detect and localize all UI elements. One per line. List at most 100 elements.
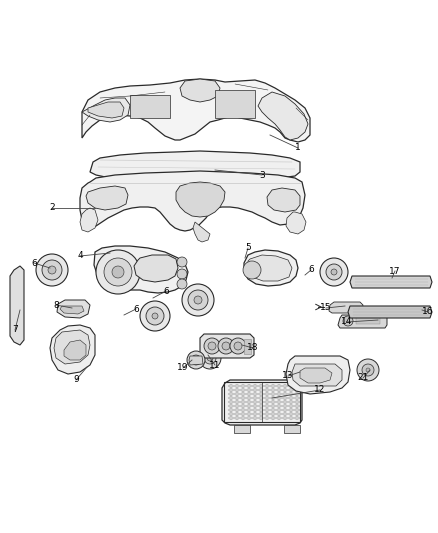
Text: 6: 6 — [31, 259, 37, 268]
Text: 6: 6 — [308, 265, 314, 274]
Polygon shape — [240, 392, 246, 396]
Circle shape — [36, 254, 68, 286]
Polygon shape — [270, 404, 276, 408]
Circle shape — [357, 359, 379, 381]
Polygon shape — [270, 392, 276, 396]
Circle shape — [218, 338, 234, 354]
Polygon shape — [240, 404, 246, 408]
Polygon shape — [258, 404, 264, 408]
Polygon shape — [258, 408, 264, 412]
Polygon shape — [228, 416, 234, 420]
Polygon shape — [288, 396, 294, 400]
Polygon shape — [246, 392, 252, 396]
Polygon shape — [246, 416, 252, 420]
Circle shape — [326, 264, 342, 280]
Polygon shape — [264, 388, 270, 392]
Polygon shape — [252, 416, 258, 420]
Circle shape — [182, 284, 214, 316]
Polygon shape — [288, 404, 294, 408]
Polygon shape — [252, 404, 258, 408]
Polygon shape — [252, 388, 258, 392]
Polygon shape — [294, 408, 300, 412]
Circle shape — [366, 368, 370, 372]
Polygon shape — [276, 408, 282, 412]
Polygon shape — [246, 400, 252, 404]
Circle shape — [208, 342, 216, 350]
Polygon shape — [276, 400, 282, 404]
Circle shape — [204, 338, 220, 354]
Circle shape — [243, 261, 261, 279]
Circle shape — [331, 269, 337, 275]
Polygon shape — [282, 396, 288, 400]
Polygon shape — [228, 408, 234, 412]
Circle shape — [343, 316, 353, 326]
Polygon shape — [288, 400, 294, 404]
Polygon shape — [228, 404, 234, 408]
Circle shape — [104, 258, 132, 286]
Polygon shape — [240, 388, 246, 392]
Polygon shape — [276, 412, 282, 416]
Polygon shape — [200, 334, 254, 358]
Text: 1: 1 — [295, 143, 301, 152]
Polygon shape — [228, 396, 234, 400]
Circle shape — [96, 250, 140, 294]
Polygon shape — [264, 408, 270, 412]
Polygon shape — [350, 276, 432, 288]
Polygon shape — [288, 384, 294, 388]
Polygon shape — [294, 416, 300, 420]
Circle shape — [230, 338, 246, 354]
Polygon shape — [246, 404, 252, 408]
Polygon shape — [222, 380, 302, 425]
Polygon shape — [252, 400, 258, 404]
Bar — [244, 339, 251, 354]
Text: 17: 17 — [389, 266, 401, 276]
Text: 6: 6 — [133, 304, 139, 313]
Polygon shape — [288, 392, 294, 396]
Polygon shape — [246, 408, 252, 412]
Polygon shape — [292, 364, 342, 386]
Polygon shape — [270, 400, 276, 404]
Text: 11: 11 — [209, 360, 221, 369]
Text: 2: 2 — [49, 204, 55, 213]
Polygon shape — [264, 416, 270, 420]
Polygon shape — [234, 388, 240, 392]
Circle shape — [207, 355, 213, 361]
Circle shape — [234, 342, 242, 350]
Polygon shape — [270, 384, 276, 388]
Polygon shape — [258, 92, 308, 140]
Polygon shape — [276, 392, 282, 396]
Text: 16: 16 — [422, 308, 434, 317]
Circle shape — [222, 342, 230, 350]
Text: 13: 13 — [282, 372, 294, 381]
Polygon shape — [252, 412, 258, 416]
Polygon shape — [286, 212, 306, 234]
Polygon shape — [244, 250, 298, 286]
Polygon shape — [282, 388, 288, 392]
Polygon shape — [90, 151, 300, 181]
Text: 4: 4 — [77, 252, 83, 261]
Polygon shape — [264, 392, 270, 396]
Polygon shape — [282, 392, 288, 396]
Polygon shape — [282, 416, 288, 420]
Polygon shape — [294, 392, 300, 396]
Polygon shape — [294, 384, 300, 388]
Circle shape — [146, 307, 164, 325]
Polygon shape — [300, 368, 332, 383]
Polygon shape — [94, 246, 188, 293]
Text: 3: 3 — [259, 171, 265, 180]
Polygon shape — [234, 396, 240, 400]
Circle shape — [152, 313, 158, 319]
Polygon shape — [86, 186, 128, 210]
Polygon shape — [246, 388, 252, 392]
Polygon shape — [294, 388, 300, 392]
Polygon shape — [264, 384, 270, 388]
Polygon shape — [10, 266, 24, 345]
Polygon shape — [270, 416, 276, 420]
Polygon shape — [258, 400, 264, 404]
Bar — [356, 317, 380, 324]
Polygon shape — [258, 384, 264, 388]
Polygon shape — [50, 325, 95, 374]
Polygon shape — [294, 412, 300, 416]
Polygon shape — [264, 412, 270, 416]
Polygon shape — [193, 222, 210, 242]
